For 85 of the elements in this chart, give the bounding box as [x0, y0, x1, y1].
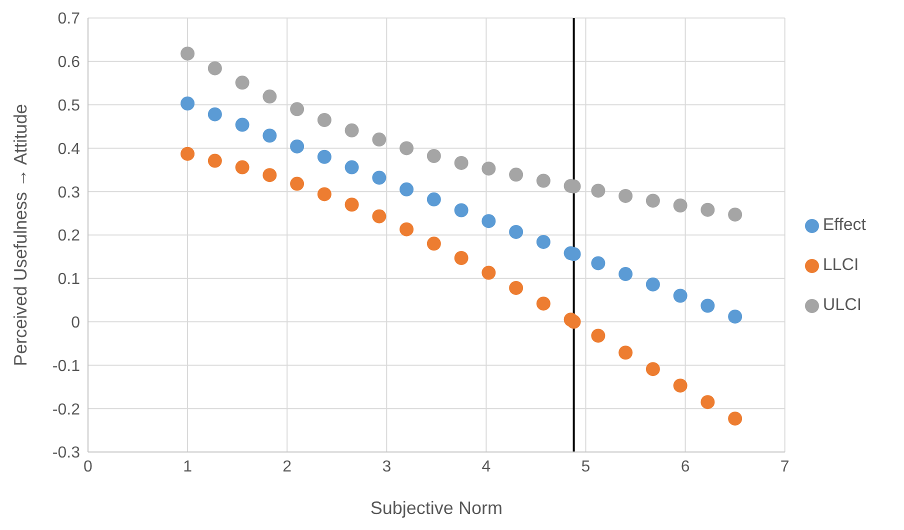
x-tick-label: 4 — [482, 458, 491, 476]
y-tick-label: -0.3 — [52, 444, 80, 462]
x-tick-label: 5 — [581, 458, 590, 476]
x-axis-title: Subjective Norm — [370, 498, 502, 518]
x-tick-label: 0 — [84, 458, 93, 476]
point — [700, 298, 715, 313]
point — [646, 362, 660, 376]
point — [426, 192, 441, 206]
point — [728, 208, 742, 222]
x-tick-label: 1 — [183, 458, 192, 476]
point — [317, 112, 332, 127]
y-tick-label: 0.7 — [58, 10, 80, 28]
point — [400, 182, 414, 196]
y-tick-label: 0.4 — [58, 140, 80, 158]
point — [262, 168, 277, 182]
point — [591, 328, 606, 343]
point — [372, 170, 386, 185]
point — [426, 149, 441, 164]
point — [646, 277, 660, 292]
point — [426, 236, 441, 251]
point — [454, 156, 468, 170]
point — [344, 198, 359, 212]
point — [618, 346, 633, 360]
point — [290, 139, 304, 154]
point — [509, 168, 524, 182]
point — [700, 395, 715, 410]
point — [235, 76, 250, 90]
x-tick-label: 2 — [282, 458, 292, 476]
point — [317, 187, 332, 202]
point — [372, 209, 386, 224]
point — [400, 141, 414, 156]
point — [618, 188, 633, 203]
x-tick-label: 3 — [382, 458, 392, 476]
point — [536, 174, 550, 188]
point — [235, 160, 250, 174]
point — [482, 266, 496, 280]
point — [728, 310, 742, 324]
point — [536, 234, 550, 249]
point — [536, 296, 550, 311]
y-tick-label: 0.3 — [58, 184, 80, 202]
legend-label: ULCI — [822, 295, 862, 314]
point — [509, 224, 524, 239]
y-axis-title: Perceived Usefulness → Attitude — [10, 104, 30, 366]
point — [673, 198, 688, 212]
point — [454, 251, 468, 265]
point — [482, 162, 496, 176]
y-tick-label: 0 — [71, 314, 80, 332]
y-tick-label: -0.1 — [52, 358, 80, 375]
point — [673, 378, 688, 393]
point — [509, 280, 524, 295]
point — [208, 154, 222, 168]
y-tick-label: -0.2 — [52, 401, 80, 418]
point — [208, 107, 222, 122]
point — [180, 96, 195, 110]
point — [290, 176, 304, 191]
y-tick-label: 0.6 — [58, 54, 80, 72]
point — [482, 214, 496, 228]
x-tick-label: 6 — [680, 458, 690, 476]
point — [344, 123, 359, 138]
point — [591, 256, 606, 270]
point — [591, 184, 606, 198]
x-tick-label: 7 — [780, 458, 790, 476]
point — [290, 102, 304, 116]
point — [262, 90, 277, 104]
point — [646, 194, 660, 208]
legend-label: LLCI — [822, 255, 859, 274]
y-tick-label: 0.1 — [58, 271, 80, 288]
point — [618, 267, 633, 282]
point — [454, 203, 468, 218]
point — [208, 61, 222, 76]
point — [180, 46, 195, 61]
point — [728, 412, 742, 426]
point — [566, 314, 581, 329]
point — [673, 288, 688, 303]
y-tick-label: 0.2 — [58, 228, 80, 245]
point — [344, 160, 359, 174]
point — [372, 132, 386, 147]
point — [235, 118, 250, 132]
legend-label: Effect — [822, 215, 866, 234]
point — [317, 150, 332, 164]
point — [400, 222, 414, 236]
y-tick-label: 0.5 — [58, 97, 80, 114]
point — [180, 146, 195, 161]
point — [700, 202, 715, 217]
point — [262, 128, 277, 143]
